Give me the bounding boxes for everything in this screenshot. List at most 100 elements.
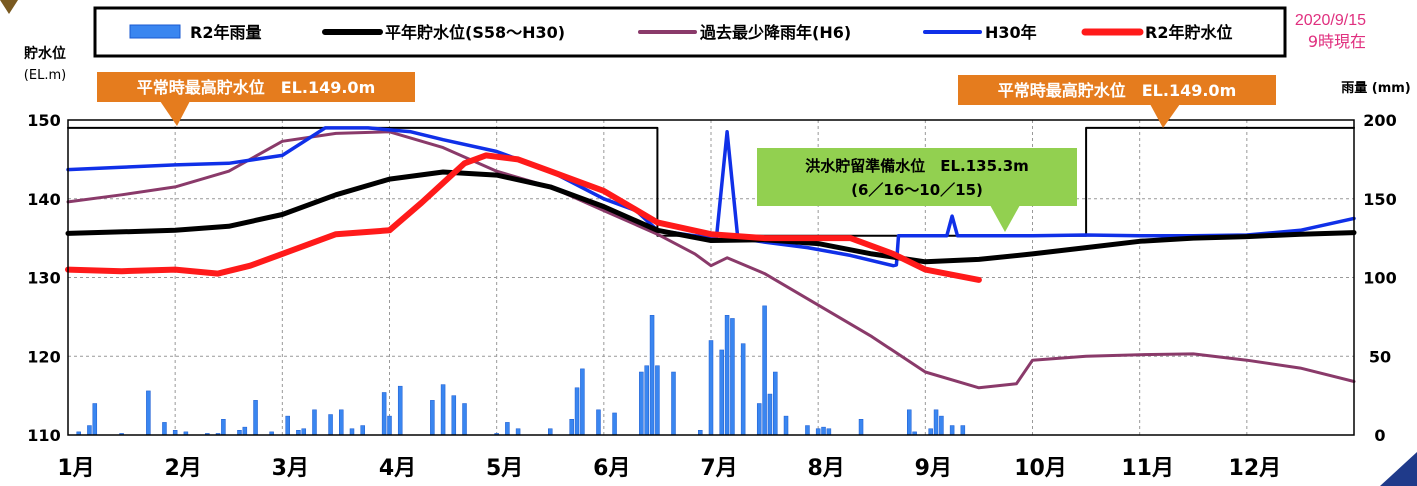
max-level-callout-left: 平常時最高貯水位 EL.149.0m xyxy=(97,72,415,126)
flood-level-label-line2: (6／16～10／15) xyxy=(851,181,983,199)
date-stamp-line1: 2020/9/15 xyxy=(1295,12,1366,29)
rain-bar xyxy=(146,390,151,436)
x-tick-label: 10月 xyxy=(1014,456,1067,481)
x-tick-label: 2月 xyxy=(165,456,202,481)
rain-bar xyxy=(756,403,762,436)
rain-bar xyxy=(639,371,644,436)
rain-bar xyxy=(397,385,403,436)
y2-tick-label: 100 xyxy=(1363,269,1396,288)
y2-tick-label: 0 xyxy=(1374,426,1385,445)
rain-bar xyxy=(253,400,258,436)
rain-bar xyxy=(783,415,789,436)
y2-tick-label: 50 xyxy=(1369,347,1391,366)
rain-bar xyxy=(515,428,521,436)
rain-bar xyxy=(805,425,810,436)
rain-bar xyxy=(719,349,724,436)
rain-bar xyxy=(312,409,317,436)
y2-tick-label: 200 xyxy=(1363,111,1396,130)
max-level-label-left: 平常時最高貯水位 EL.149.0m xyxy=(137,78,376,97)
level-lines xyxy=(65,126,1357,390)
rain-bar xyxy=(671,371,676,436)
rain-bar xyxy=(451,395,457,436)
max-level-callout-right: 平常時最高貯水位 EL.149.0m xyxy=(958,75,1276,128)
rain-bar xyxy=(440,384,446,436)
rain-bar xyxy=(655,365,660,436)
legend-swatch-rain xyxy=(129,24,181,39)
rainfall-bars xyxy=(76,305,966,436)
rain-bar xyxy=(301,428,307,436)
rain-bar xyxy=(815,428,821,436)
rain-bar xyxy=(580,368,585,436)
x-tick-label: 12月 xyxy=(1229,456,1282,481)
rain-bar xyxy=(767,393,773,436)
x-tick-label: 5月 xyxy=(486,456,523,481)
y-tick-label: 130 xyxy=(27,269,60,288)
rain-bar xyxy=(462,403,467,436)
x-tick-label: 6月 xyxy=(593,456,630,481)
y-tick-label: 140 xyxy=(27,190,60,209)
x-axis-labels: 1月 2月 3月 4月 5月 6月 7月 8月 9月 10月 11月 12月 xyxy=(57,456,1281,481)
flood-level-label-line1: 洪水貯留準備水位 EL.135.3m xyxy=(805,157,1029,175)
rain-bar xyxy=(339,409,344,436)
rain-bar xyxy=(939,415,944,436)
rain-bar xyxy=(821,426,826,436)
left-axis-title-line2: (EL.m) xyxy=(24,68,66,83)
h30-line xyxy=(66,126,1356,268)
legend-label: 平年貯水位(S58～H30) xyxy=(385,23,565,42)
plot-frame xyxy=(67,119,1355,436)
rain-bar xyxy=(649,315,655,436)
x-tick-label: 1月 xyxy=(57,456,94,481)
y-tick-label: 110 xyxy=(27,426,60,445)
max-level-label-right: 平常時最高貯水位 EL.149.0m xyxy=(998,81,1237,100)
rain-bar xyxy=(907,409,912,436)
rain-bar xyxy=(381,392,387,436)
rain-bar xyxy=(928,428,933,436)
x-tick-label: 3月 xyxy=(272,456,309,481)
x-tick-label: 11月 xyxy=(1121,456,1174,481)
r2-level-line xyxy=(65,152,982,283)
corner-mark-bottom-right xyxy=(1380,452,1417,486)
rain-bar xyxy=(548,428,553,436)
rain-bar xyxy=(740,343,746,436)
left-axis-title-line1: 貯水位 xyxy=(24,45,66,62)
left-axis-labels: 110 120 130 140 150 xyxy=(27,111,60,445)
date-stamp-line2: 9時現在 xyxy=(1308,32,1366,51)
rain-bar xyxy=(612,412,617,436)
rain-bar xyxy=(826,428,832,436)
rain-bar xyxy=(328,414,333,436)
legend-label: R2年貯水位 xyxy=(1145,23,1232,42)
rain-bar xyxy=(349,428,355,436)
rain-bar xyxy=(360,425,365,436)
rain-bar xyxy=(87,425,92,436)
y-tick-label: 150 xyxy=(27,111,60,130)
rain-bar xyxy=(949,425,955,436)
rain-bar xyxy=(708,340,714,436)
rain-bar xyxy=(933,409,939,436)
y-tick-label: 120 xyxy=(27,347,60,366)
rain-bar xyxy=(773,371,778,436)
rain-bar xyxy=(430,400,435,436)
corner-mark-top-left xyxy=(0,0,18,14)
rain-bar xyxy=(574,387,580,436)
rain-bar xyxy=(285,415,290,436)
rain-bar xyxy=(644,365,649,436)
rain-bar xyxy=(505,422,510,436)
rain-bar xyxy=(730,318,735,436)
normal-year-line xyxy=(65,169,1357,265)
x-tick-label: 7月 xyxy=(700,456,737,481)
normal-max-level-line xyxy=(67,126,1355,237)
x-tick-label: 9月 xyxy=(915,456,952,481)
rain-bar xyxy=(762,305,767,436)
rain-bar xyxy=(569,419,574,436)
rain-bar xyxy=(242,426,248,436)
legend-label: H30年 xyxy=(985,23,1037,42)
rain-bar xyxy=(596,409,601,436)
x-tick-label: 4月 xyxy=(379,456,416,481)
rain-bar xyxy=(162,422,167,436)
right-axis-title: 雨量 (mm) xyxy=(1341,81,1411,96)
rain-bar xyxy=(960,425,966,436)
rain-bar xyxy=(858,419,864,436)
y2-tick-label: 150 xyxy=(1363,190,1396,209)
right-axis-labels: 0 50 100 150 200 xyxy=(1363,111,1396,445)
